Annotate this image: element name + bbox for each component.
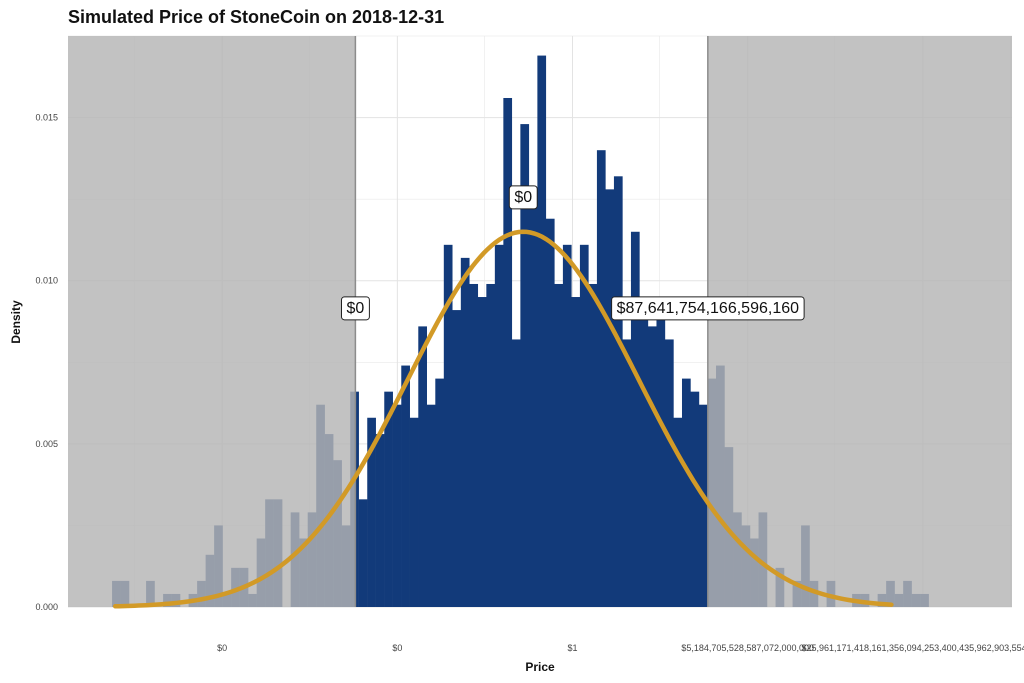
histogram-bar [477, 297, 487, 607]
histogram-bar [571, 297, 581, 607]
shaded-tail-region [707, 36, 1012, 607]
histogram-bar [375, 434, 385, 607]
ticks-layer: 0.000 0.005 0.010 0.015 $0 $0 $1 $5,184,705,528… [35, 113, 1024, 653]
histogram-bar [537, 55, 547, 607]
histogram-bar [392, 404, 402, 607]
histogram-bar [639, 297, 649, 607]
histogram-bar [452, 310, 462, 607]
histogram-bar [699, 404, 708, 607]
x-tick-label: $25,961,171,418,161,356,094,253,400,435,… [801, 643, 1024, 653]
x-tick-label: $0 [392, 643, 402, 653]
annotation-text: $0 [514, 189, 532, 206]
histogram-bar [554, 283, 564, 607]
annotation-callout: $87,641,754,166,596,160 [611, 296, 805, 321]
histogram-bar [690, 391, 700, 607]
histogram-bar [435, 378, 445, 607]
histogram-bar [384, 391, 393, 607]
histogram-bar [622, 339, 632, 607]
annotation-box [508, 185, 538, 210]
histogram-bar [647, 326, 657, 607]
histogram-bar [503, 97, 513, 607]
annotation-text: $0 [346, 300, 364, 317]
x-axis-title: Price [525, 660, 555, 674]
histogram-bar [401, 365, 410, 607]
histogram-bar [596, 150, 606, 607]
histogram-bar [409, 417, 419, 607]
chart-title: Simulated Price of StoneCoin on 2018-12-… [68, 7, 445, 27]
histogram-bar [426, 404, 436, 607]
annotation-box [611, 296, 805, 321]
histogram-bar [511, 339, 521, 607]
y-tick-label: 0.000 [35, 602, 58, 612]
curve-layer [112, 229, 894, 609]
annotation-text: $87,641,754,166,596,160 [617, 300, 800, 317]
histogram-bar [656, 310, 666, 607]
histogram-bar [681, 378, 691, 607]
histogram-bar [613, 176, 623, 607]
histogram-bar [520, 124, 530, 608]
histogram-bar [579, 244, 589, 607]
y-tick-label: 0.005 [35, 439, 58, 449]
x-tick-label: $0 [217, 643, 227, 653]
histogram-bar [367, 417, 376, 607]
histogram-bar [494, 244, 504, 607]
shade-layer [68, 36, 1012, 607]
annotation-callout: $0 [340, 296, 370, 321]
histogram-bar [545, 218, 555, 607]
shaded-tail-region [68, 36, 356, 607]
histogram-bar [460, 257, 470, 607]
histogram-bar [673, 417, 683, 607]
histogram-bar [418, 326, 427, 607]
histogram-bar [664, 339, 674, 607]
y-axis-title: Density [9, 300, 23, 344]
y-tick-label: 0.015 [35, 113, 58, 123]
annotation-layer: $0 $0 $87,641,754,166,596,160 [340, 185, 805, 321]
y-tick-label: 0.010 [35, 276, 58, 286]
annotation-callout: $0 [508, 185, 538, 210]
histogram-bar [358, 499, 368, 607]
annotation-box [340, 296, 370, 321]
density-curve [112, 229, 894, 609]
histogram-bar [443, 244, 453, 607]
histogram-bar [605, 189, 615, 607]
x-tick-label: $1 [568, 643, 578, 653]
histogram-bar [486, 283, 496, 607]
histogram-bar [588, 283, 598, 607]
histogram-bar [562, 244, 572, 607]
histogram-bar [528, 202, 538, 608]
x-tick-label: $5,184,705,528,587,072,000,000 [681, 643, 814, 653]
histogram-bar [630, 231, 640, 607]
histogram-bar [469, 283, 479, 607]
